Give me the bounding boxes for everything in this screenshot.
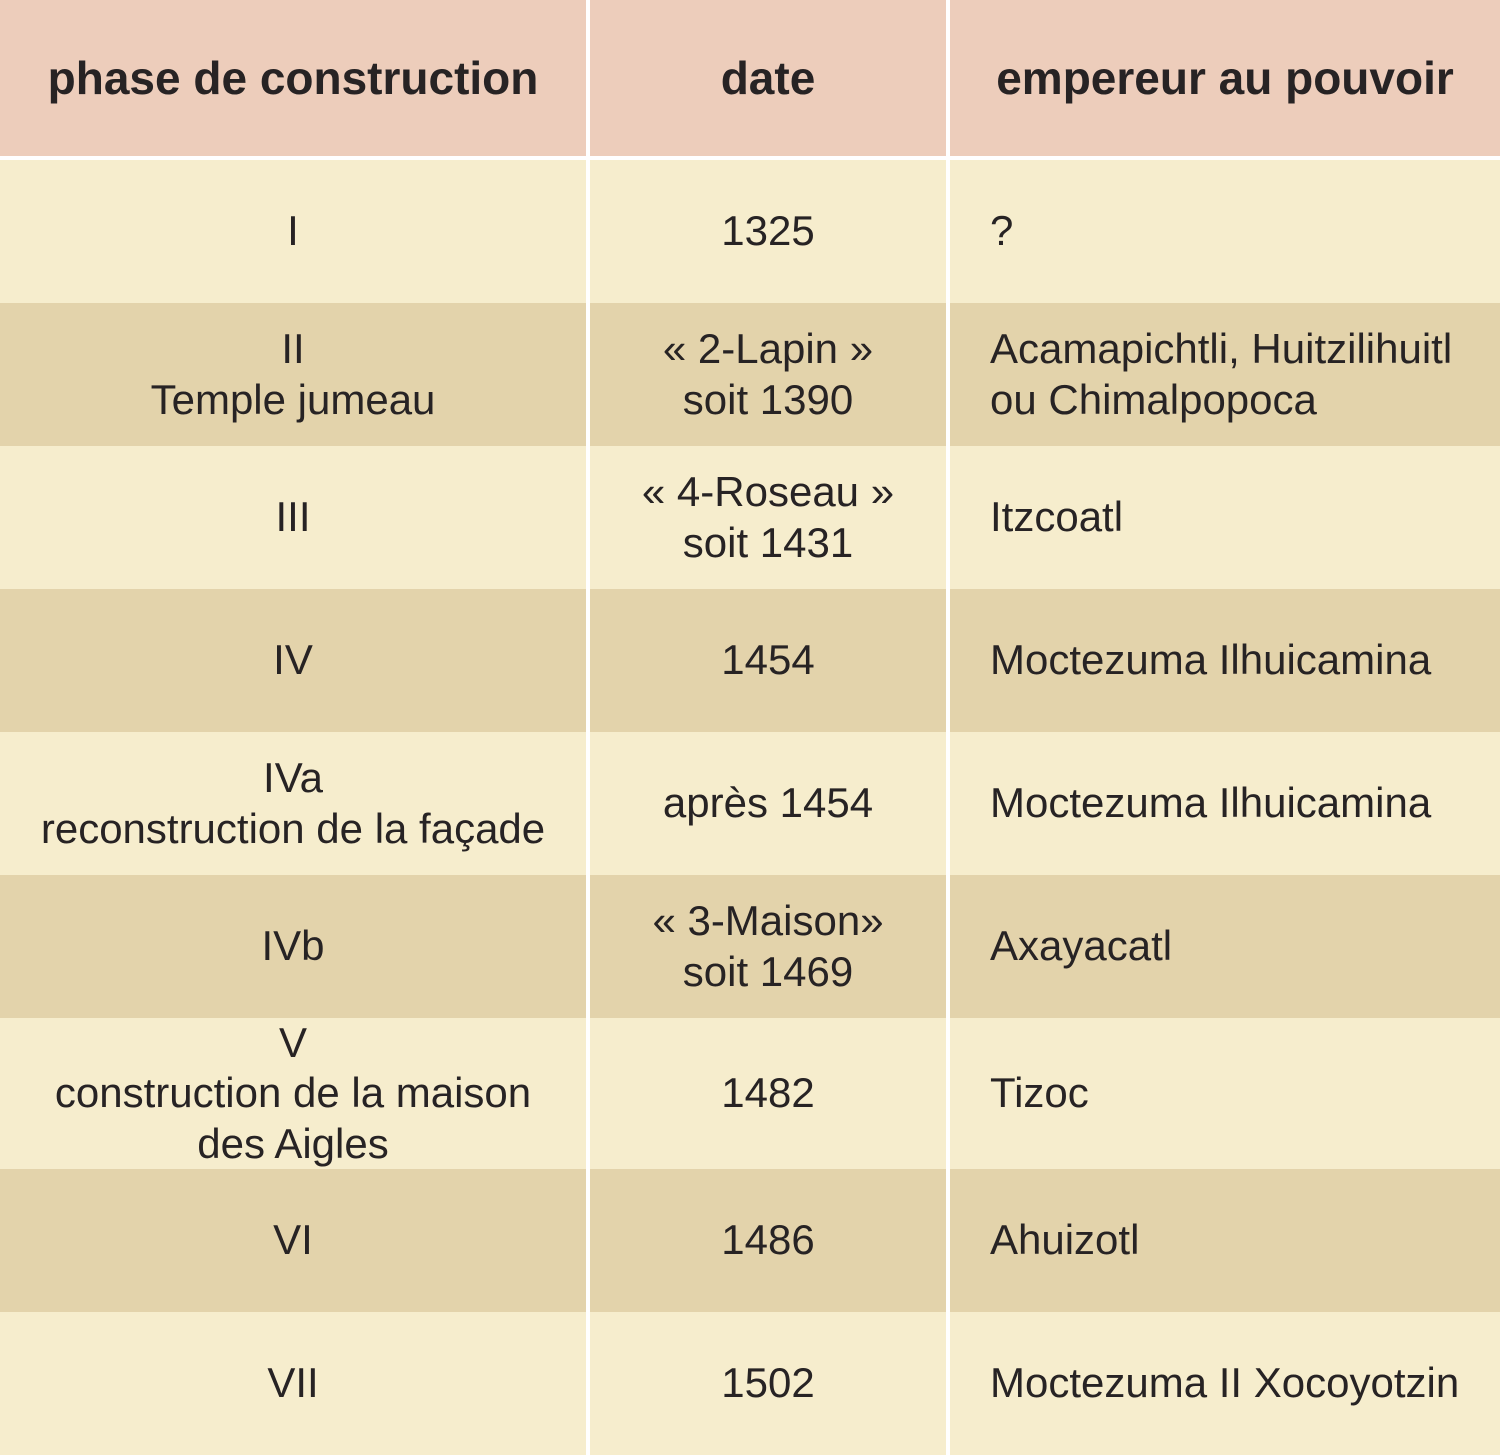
cell-empereur: Tizoc <box>950 1018 1500 1169</box>
cell-phase: I <box>0 160 590 303</box>
cell-phase: IVa reconstruction de la façade <box>0 732 590 875</box>
table-row: IVb« 3-Maison» soit 1469Axayacatl <box>0 875 1500 1018</box>
cell-date: 1486 <box>590 1169 950 1312</box>
cell-date: « 4-Roseau » soit 1431 <box>590 446 950 589</box>
cell-date: après 1454 <box>590 732 950 875</box>
cell-phase: VI <box>0 1169 590 1312</box>
header-empereur: empereur au pouvoir <box>950 0 1500 160</box>
cell-empereur: Axayacatl <box>950 875 1500 1018</box>
table-row: II Temple jumeau« 2-Lapin » soit 1390Aca… <box>0 303 1500 446</box>
cell-date: « 2-Lapin » soit 1390 <box>590 303 950 446</box>
cell-phase: II Temple jumeau <box>0 303 590 446</box>
header-date: date <box>590 0 950 160</box>
cell-phase: V construction de la maison des Aigles <box>0 1018 590 1169</box>
construction-phases-table: phase de construction date empereur au p… <box>0 0 1500 1455</box>
cell-date: 1482 <box>590 1018 950 1169</box>
table-row: I1325? <box>0 160 1500 303</box>
cell-date: 1502 <box>590 1312 950 1455</box>
cell-phase: IVb <box>0 875 590 1018</box>
cell-date: « 3-Maison» soit 1469 <box>590 875 950 1018</box>
cell-phase: III <box>0 446 590 589</box>
table-body: I1325?II Temple jumeau« 2-Lapin » soit 1… <box>0 160 1500 1455</box>
cell-date: 1325 <box>590 160 950 303</box>
table-row: VI1486Ahuizotl <box>0 1169 1500 1312</box>
table-header-row: phase de construction date empereur au p… <box>0 0 1500 160</box>
cell-phase: VII <box>0 1312 590 1455</box>
table-row: VII1502Moctezuma II Xocoyotzin <box>0 1312 1500 1455</box>
cell-empereur: ? <box>950 160 1500 303</box>
table-row: IVa reconstruction de la façadeaprès 145… <box>0 732 1500 875</box>
cell-empereur: Itzcoatl <box>950 446 1500 589</box>
cell-empereur: Ahuizotl <box>950 1169 1500 1312</box>
table-row: III« 4-Roseau » soit 1431Itzcoatl <box>0 446 1500 589</box>
cell-empereur: Acamapichtli, Huitzilihuitl ou Chimalpop… <box>950 303 1500 446</box>
cell-empereur: Moctezuma Ilhuicamina <box>950 732 1500 875</box>
cell-date: 1454 <box>590 589 950 732</box>
cell-phase: IV <box>0 589 590 732</box>
table-row: V construction de la maison des Aigles14… <box>0 1018 1500 1169</box>
header-phase: phase de construction <box>0 0 590 160</box>
cell-empereur: Moctezuma II Xocoyotzin <box>950 1312 1500 1455</box>
cell-empereur: Moctezuma Ilhuicamina <box>950 589 1500 732</box>
table-row: IV1454Moctezuma Ilhuicamina <box>0 589 1500 732</box>
